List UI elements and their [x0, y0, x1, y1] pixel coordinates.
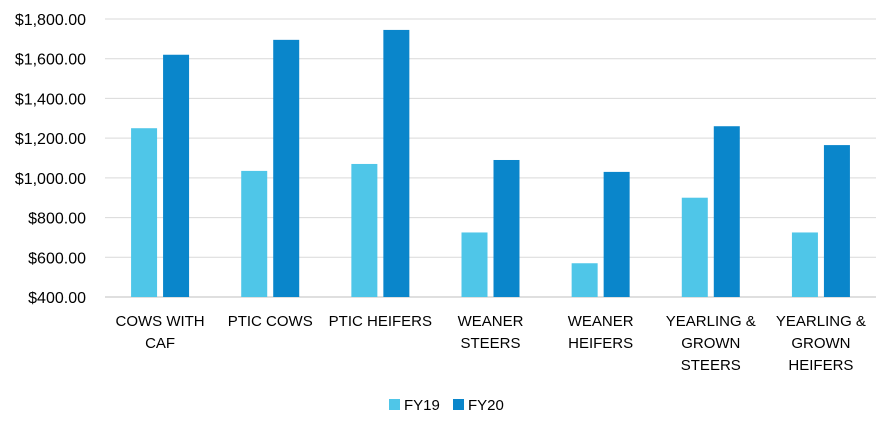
- gridlines: [105, 18, 876, 298]
- legend-swatch-fy19: [389, 399, 400, 410]
- bar-fy19-2: [351, 163, 378, 297]
- category-label: YEARLING &: [666, 313, 756, 330]
- category-label: GROWN: [681, 335, 740, 352]
- legend-label-fy20: FY20: [468, 397, 504, 414]
- y-tick-label: $600.00: [28, 250, 86, 267]
- category-label: STEERS: [681, 357, 741, 374]
- category-label: COWS WITH: [115, 313, 204, 330]
- bar-fy20-4: [603, 171, 630, 297]
- bars: [131, 29, 850, 298]
- bar-fy20-1: [273, 39, 300, 297]
- category-label: YEARLING &: [776, 313, 866, 330]
- category-label: HEIFERS: [568, 335, 633, 352]
- y-axis-tick-labels: $400.00 $600.00 $800.00 $1,000.00 $1,200.00 $…: [15, 12, 86, 307]
- bar-fy20-6: [823, 145, 850, 297]
- y-tick-label: $1,800.00: [15, 12, 86, 29]
- category-label: HEIFERS: [788, 357, 853, 374]
- bar-fy19-4: [571, 263, 598, 297]
- bar-fy20-3: [493, 159, 520, 297]
- bar-fy19-6: [791, 232, 818, 297]
- legend-label-fy19: FY19: [404, 397, 440, 414]
- category-label: WEANER: [568, 313, 634, 330]
- legend: FY19 FY20: [389, 397, 504, 414]
- legend-swatch-fy20: [453, 399, 464, 410]
- y-tick-label: $1,400.00: [15, 91, 86, 108]
- category-label: WEANER: [458, 313, 524, 330]
- y-tick-label: $800.00: [28, 211, 86, 228]
- y-tick-label: $1,600.00: [15, 52, 86, 69]
- bar-fy19-5: [681, 197, 708, 297]
- bar-fy19-0: [131, 128, 158, 297]
- category-label: STEERS: [460, 335, 520, 352]
- category-label: CAF: [145, 335, 175, 352]
- y-tick-label: $1,000.00: [15, 171, 86, 188]
- bar-fy20-0: [163, 54, 190, 297]
- bar-fy19-1: [241, 170, 268, 297]
- bar-fy20-2: [383, 29, 410, 298]
- y-tick-label: $1,200.00: [15, 131, 86, 148]
- bar-fy19-3: [461, 232, 488, 297]
- x-axis-category-labels: COWS WITH CAF PTIC COWS PTIC HEIFERS WEANER S…: [115, 313, 865, 374]
- y-tick-label: $400.00: [28, 290, 86, 307]
- category-label: GROWN: [791, 335, 850, 352]
- category-label: PTIC COWS: [228, 313, 313, 330]
- category-label: PTIC HEIFERS: [329, 313, 432, 330]
- bar-fy20-5: [713, 126, 740, 297]
